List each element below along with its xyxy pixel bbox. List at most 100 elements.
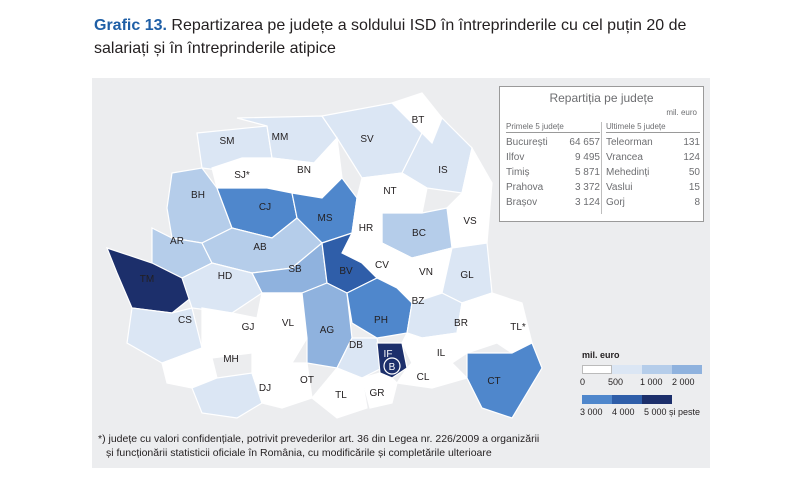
- county-label-SV: SV: [360, 134, 374, 145]
- ranking-row: Vrancea 124: [606, 150, 700, 165]
- county-value: 3 372: [574, 182, 600, 193]
- county-value: 3 124: [574, 197, 600, 208]
- county-label-DJ: DJ: [259, 383, 271, 394]
- ranking-unit: mil. euro: [666, 108, 697, 117]
- county-label-BT: BT: [412, 115, 425, 126]
- footnote-line-1: *) județe cu valori confidențiale, potri…: [98, 433, 540, 445]
- county-label-CV: CV: [375, 260, 389, 271]
- legend-swatch-1: [612, 365, 642, 374]
- county-label-AG: AG: [320, 325, 335, 336]
- county-label-BH: BH: [191, 190, 205, 201]
- ranking-row: Mehedinți 50: [606, 165, 700, 180]
- county-CT[interactable]: [466, 342, 543, 419]
- footnote-line-2: și funcționării statisticii oficiale în …: [106, 447, 492, 459]
- county-label-HD: HD: [218, 271, 232, 282]
- ranking-row: Gorj 8: [606, 195, 700, 210]
- county-value: 15: [688, 182, 700, 193]
- ranking-top-column: Primele 5 județe București 64 657 Ilfov 9 …: [506, 122, 600, 210]
- county-name: Prahova: [506, 182, 544, 193]
- county-ranking-box: Repartiția pe județe mil. euro Primele 5…: [499, 86, 704, 222]
- legend-title: mil. euro: [582, 350, 620, 360]
- county-label-VN: VN: [419, 267, 433, 278]
- county-IL[interactable]: [401, 332, 468, 364]
- county-GR[interactable]: [361, 372, 398, 409]
- romania-county-map: SM MM SV BT IS NT VS BC SJ* BN BH CJ MS …: [105, 92, 543, 419]
- county-label-BV: BV: [339, 266, 353, 277]
- county-label-GR: GR: [370, 388, 385, 399]
- county-TL[interactable]: [311, 367, 368, 419]
- legend-label-2: 1 000: [640, 377, 663, 387]
- county-value: 64 657: [569, 137, 600, 148]
- county-label-PH: PH: [374, 315, 388, 326]
- county-label-CT: CT: [487, 376, 500, 387]
- ranking-row: București 64 657: [506, 135, 600, 150]
- county-value: 9 495: [574, 152, 600, 163]
- legend-swatch-6: [642, 395, 672, 404]
- ranking-bottom-column: Ultimele 5 județe Teleorman 131 Vrancea 12…: [606, 122, 700, 210]
- legend-label-5: 4 000: [612, 407, 635, 417]
- legend-label-1: 500: [608, 377, 624, 387]
- county-VL[interactable]: [251, 292, 308, 364]
- county-label-VS: VS: [463, 216, 477, 227]
- county-label-BN: BN: [297, 165, 311, 176]
- county-label-DB: DB: [349, 340, 363, 351]
- county-name: Vaslui: [606, 182, 633, 193]
- county-label-GJ: GJ: [242, 322, 255, 333]
- county-label-IL: IL: [437, 348, 446, 359]
- county-label-BR: BR: [454, 318, 468, 329]
- ranking-row: Teleorman 131: [606, 135, 700, 150]
- county-name: Timiș: [506, 167, 530, 178]
- legend-swatch-2: [642, 365, 672, 374]
- county-label-GL: GL: [460, 270, 474, 281]
- county-TM[interactable]: [105, 247, 198, 314]
- ranking-row: Vaslui 15: [606, 180, 700, 195]
- ranking-row: Prahova 3 372: [506, 180, 600, 195]
- county-name: Vrancea: [606, 152, 643, 163]
- ranking-divider: [601, 122, 602, 214]
- chart-title-label: Grafic 13.: [94, 17, 167, 34]
- chart-title: Grafic 13. Repartizarea pe județe a sold…: [94, 14, 734, 60]
- county-name: Mehedinți: [606, 167, 650, 178]
- county-B[interactable]: [383, 357, 401, 375]
- legend-swatch-0: [582, 365, 612, 374]
- ranking-title: Repartiția pe județe: [549, 91, 654, 105]
- county-value: 124: [683, 152, 700, 163]
- county-name: Gorj: [606, 197, 625, 208]
- county-CL[interactable]: [395, 362, 469, 389]
- legend-label-4: 3 000: [580, 407, 603, 417]
- county-name: Teleorman: [606, 137, 653, 148]
- county-label-AR: AR: [170, 236, 184, 247]
- legend-label-0: 0: [580, 377, 586, 387]
- county-label-IS: IS: [438, 165, 448, 176]
- county-name: Brașov: [506, 197, 538, 208]
- county-OT[interactable]: [251, 352, 313, 409]
- county-GJ[interactable]: [201, 307, 258, 359]
- legend-swatch-3: [672, 365, 702, 374]
- county-label-BZ: BZ: [412, 296, 425, 307]
- map-legend: mil. euro 0 500 1 000 2 000 3 000 4 000 …: [580, 350, 702, 417]
- legend-label-3: 2 000: [672, 377, 695, 387]
- ranking-top-header: Primele 5 județe: [506, 122, 600, 133]
- county-label-VL: VL: [282, 318, 295, 329]
- county-label-MM: MM: [272, 132, 289, 143]
- county-value: 50: [688, 167, 700, 178]
- county-label-TM: TM: [140, 274, 154, 285]
- county-label-NT: NT: [383, 186, 396, 197]
- ranking-bottom-header: Ultimele 5 județe: [606, 122, 700, 133]
- county-value: 5 871: [574, 167, 600, 178]
- legend-swatch-4: [582, 395, 612, 404]
- county-label-MH: MH: [223, 354, 239, 365]
- county-name: Ilfov: [506, 152, 525, 163]
- county-label-OT: OT: [300, 375, 314, 386]
- county-label-SB: SB: [288, 264, 302, 275]
- county-label-IF: IF: [384, 349, 393, 360]
- county-label-AB: AB: [253, 242, 267, 253]
- ranking-row: Timiș 5 871: [506, 165, 600, 180]
- county-label-CL: CL: [417, 372, 430, 383]
- county-name: București: [506, 137, 548, 148]
- county-label-TL: TL: [335, 390, 347, 401]
- chart-title-text: Repartizarea pe județe a soldului ISD în…: [94, 17, 687, 57]
- county-label-TL-north: TL*: [510, 322, 526, 333]
- legend-label-6: 5 000 și peste: [644, 407, 701, 417]
- footnote: *) județe cu valori confidențiale, potri…: [98, 432, 698, 460]
